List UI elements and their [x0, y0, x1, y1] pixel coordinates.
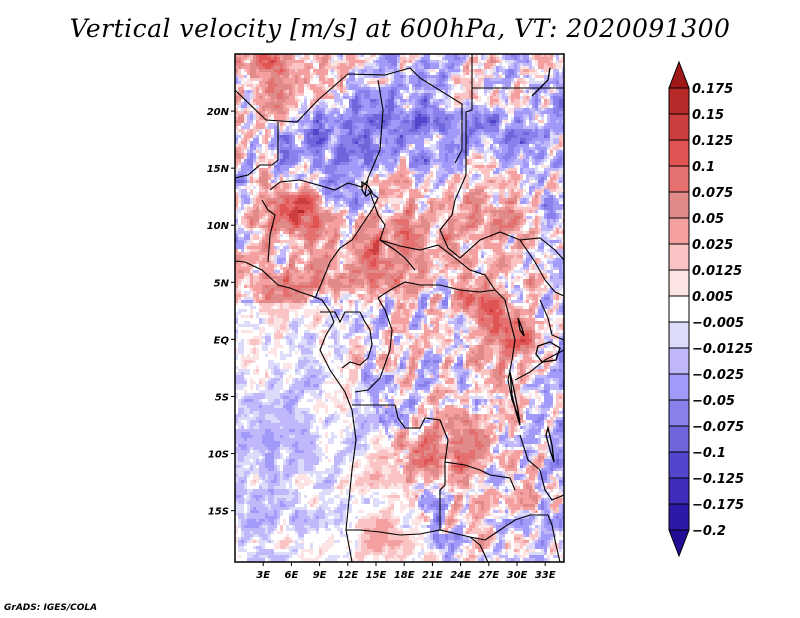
colorbar-bin [668, 243, 690, 271]
map-frame [234, 53, 565, 563]
border-angola-namibia [346, 529, 486, 541]
x-tick-label: 33E [535, 570, 556, 581]
y-tick-label: 10N [207, 221, 230, 232]
country-borders [235, 54, 564, 562]
y-tick-label: 5N [214, 278, 230, 289]
border-zambia-zimbabwe [484, 514, 548, 541]
colorbar-label: 0.075 [692, 186, 733, 201]
colorbar-bin [668, 191, 690, 219]
colorbar-bin [668, 477, 690, 505]
x-tick-label: 12E [337, 570, 358, 581]
colorbar-label: −0.075 [692, 420, 744, 435]
colorbar-bin [668, 165, 690, 193]
border-angola-zambia [439, 462, 446, 530]
colorbar-bin [668, 425, 690, 453]
border-car [379, 239, 496, 291]
lake-malawi [545, 425, 555, 463]
lake-tanganyika [509, 371, 521, 426]
border-congo-drc [354, 297, 393, 393]
colorbar-label: −0.0125 [692, 342, 753, 357]
x-tick-label: 18E [394, 570, 415, 581]
y-tick-label: EQ [214, 335, 230, 346]
x-tick-label: 6E [285, 570, 299, 581]
colorbar-bin [668, 87, 690, 115]
y-tick-label: 10S [208, 450, 229, 461]
colorbar-bin [668, 269, 690, 297]
colorbar-bin [668, 113, 690, 141]
border-benin [261, 199, 276, 263]
border-algeria-niger [235, 67, 463, 164]
colorbar-label: −0.175 [692, 498, 744, 513]
colorbar-bin [668, 295, 690, 323]
x-tick-label: 15E [366, 570, 387, 581]
x-tick-label: 9E [313, 570, 327, 581]
coastline-west-africa [235, 260, 357, 562]
x-tick-label: 3E [256, 570, 270, 581]
velocity-field [235, 54, 564, 562]
nile-red-sea-coast [531, 67, 551, 97]
border-nigeria-cameroon [314, 189, 379, 299]
colorbar-label: 0.175 [692, 82, 733, 97]
y-axis: 20N 15N 10N 5N EQ 5S 10S 15S [207, 107, 235, 518]
border-gabon-congo [320, 311, 373, 369]
border-mali-niger [235, 122, 279, 179]
border-tanzania [514, 349, 564, 381]
colorbar-bin [668, 373, 690, 401]
x-tick-label: 27E [478, 570, 499, 581]
colorbar-bin [668, 451, 690, 479]
border-zambia-south [469, 536, 489, 562]
colorbar: 0.175 0.15 0.125 0.1 0.075 0.05 0.025 0.0125 0.0… [668, 60, 753, 558]
colorbar-bin [668, 399, 690, 427]
colorbar-label: 0.005 [692, 290, 733, 305]
border-mozambique [547, 514, 561, 562]
colorbar-label: −0.1 [692, 446, 726, 461]
colorbar-label: −0.125 [692, 472, 744, 487]
lake-chad [361, 180, 373, 197]
colorbar-bin [668, 321, 690, 349]
border-drc-angola [352, 404, 516, 491]
y-tick-label: 15N [207, 164, 230, 175]
colorbar-label: 0.0125 [692, 264, 742, 279]
colorbar-label: −0.2 [692, 524, 726, 539]
colorbar-label: 0.15 [692, 108, 724, 123]
chart-title: Vertical velocity [m/s] at 600hPa, VT: 2… [69, 14, 731, 43]
grads-credit: GrADS: IGES/COLA [4, 603, 98, 613]
y-tick-label: 5S [215, 392, 229, 403]
border-drc-east [494, 289, 521, 421]
colorbar-bin [668, 217, 690, 245]
x-tick-label: 21E [422, 570, 443, 581]
lakes [361, 67, 561, 463]
border-niger-chad [364, 79, 384, 196]
border-car-drc [377, 281, 496, 299]
colorbar-label: −0.005 [692, 316, 744, 331]
colorbar-bin [668, 139, 690, 167]
border-chad-sudan [439, 174, 467, 259]
border-nigeria-north [269, 179, 369, 191]
colorbar-label: −0.025 [692, 368, 744, 383]
x-tick-label: 30E [507, 570, 528, 581]
border-kenya [539, 299, 564, 341]
lake-victoria [535, 341, 561, 363]
y-tick-label: 15S [208, 507, 229, 518]
colorbar-label: 0.05 [692, 212, 724, 227]
colorbar-bin [668, 347, 690, 375]
colorbar-bin [668, 503, 690, 531]
border-libya-egypt [465, 54, 473, 175]
colorbar-label: 0.1 [692, 160, 715, 175]
lake-albert [517, 317, 525, 337]
y-tick-label: 20N [207, 107, 230, 118]
x-tick-label: 24E [450, 570, 471, 581]
colorbar-label: −0.05 [692, 394, 735, 409]
border-ethiopia [519, 239, 564, 297]
colorbar-extend-min [668, 529, 690, 558]
colorbar-extend-max [668, 60, 690, 89]
x-axis: 3E 6E 9E 12E 15E 18E 21E 24E 27E 30E 33E [256, 562, 556, 581]
colorbar-label: 0.025 [692, 238, 733, 253]
colorbar-label: 0.125 [692, 134, 733, 149]
border-zambia-east [519, 434, 564, 501]
